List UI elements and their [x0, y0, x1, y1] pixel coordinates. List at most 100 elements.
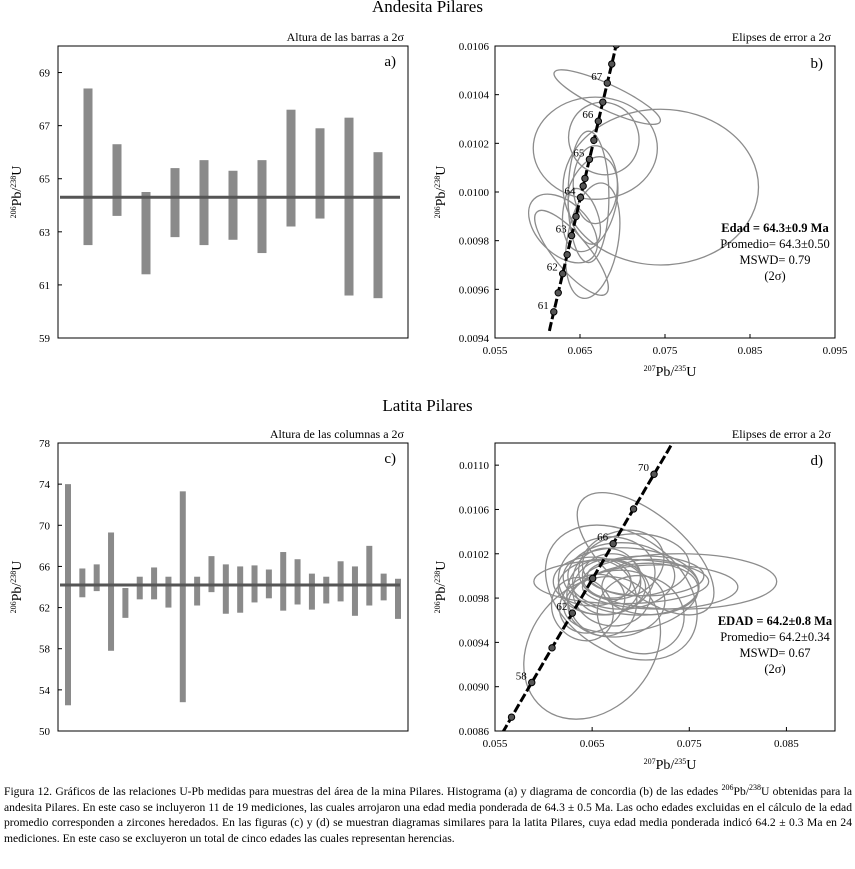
error-bar-a — [257, 160, 267, 254]
y-tick-label-d: 0.0102 — [459, 549, 489, 561]
y-tick-label-d: 0.0110 — [459, 460, 489, 472]
error-bar-c — [93, 564, 100, 592]
error-bar-c — [351, 566, 358, 616]
plot-frame-c — [57, 442, 409, 732]
y-tick-label-c: 58 — [39, 644, 51, 656]
y-axis-label-a-part: 238 — [9, 176, 18, 188]
y-tick-label-a: 59 — [39, 333, 51, 345]
age-label-b: 66 — [582, 109, 594, 121]
error-ellipse-d — [581, 553, 642, 599]
y-tick-label-c: 62 — [39, 603, 50, 615]
mswd-annotation-d: MSWD= 0.67 — [740, 646, 811, 660]
x-tick-label-b: 0.095 — [823, 345, 848, 357]
x-axis-label-b-part: Pb/ — [656, 365, 675, 380]
error-bar-a — [141, 192, 151, 275]
age-marker-b — [590, 136, 598, 144]
error-bar-c — [323, 576, 330, 604]
age-annotation-b: Edad = 64.3±0.9 Ma — [721, 221, 829, 235]
age-marker-b — [567, 231, 576, 240]
x-axis-label-d-part: U — [686, 758, 696, 773]
y-tick-label-b: 0.0102 — [459, 138, 489, 150]
age-marker-d — [548, 644, 556, 652]
error-ellipse-b — [527, 193, 599, 264]
age-marker-d — [528, 678, 536, 687]
caption-sup-2: 238 — [748, 783, 761, 793]
error-bar-a — [344, 117, 354, 296]
y-axis-label-a-part: U — [10, 166, 25, 176]
x-axis-label-b-part: 207 — [644, 364, 656, 373]
figure-caption: Figura 12. Gráficos de las relaciones U-… — [4, 784, 852, 846]
error-bar-c — [79, 568, 86, 598]
x-tick-label-b: 0.085 — [738, 345, 763, 357]
error-ellipse-d — [544, 524, 698, 661]
mean-annotation-b: Promedio= 64.3±0.50 — [720, 237, 829, 251]
error-bar-c — [151, 567, 158, 600]
sigma-annotation-b: (2σ) — [764, 269, 785, 283]
age-label-b: 61 — [538, 300, 549, 312]
age-marker-b — [554, 289, 562, 297]
y-tick-label-b: 0.0096 — [459, 284, 490, 296]
y-tick-label-a: 67 — [39, 121, 51, 133]
error-bar-a — [199, 160, 209, 246]
y-tick-label-c: 74 — [39, 479, 51, 491]
age-label-d: 58 — [516, 671, 528, 683]
x-axis-label-d-part: Pb/ — [656, 758, 675, 773]
y-tick-label-b: 0.0094 — [459, 333, 490, 345]
error-bar-c — [380, 573, 387, 601]
x-tick-label-b: 0.055 — [483, 345, 508, 357]
y-axis-label-d-part: 238 — [433, 571, 442, 583]
age-marker-b — [576, 193, 585, 202]
panel-label-c: c) — [384, 451, 396, 467]
error-ellipse-b — [562, 108, 760, 266]
plot-frame-a — [57, 45, 409, 339]
y-tick-label-a: 69 — [39, 68, 51, 80]
age-marker-d — [650, 470, 658, 478]
y-tick-label-a: 61 — [39, 280, 50, 292]
y-axis-label-d-part: Pb/ — [434, 583, 449, 602]
age-marker-b — [603, 79, 611, 87]
y-tick-label-d: 0.0098 — [459, 593, 490, 605]
x-axis-label-b-part: U — [686, 365, 696, 380]
y-tick-label-d: 0.0090 — [459, 682, 490, 694]
error-bar-c — [294, 559, 301, 605]
x-tick-label-b: 0.075 — [653, 345, 678, 357]
y-tick-label-b: 0.0104 — [459, 90, 490, 102]
age-marker-b — [612, 46, 620, 49]
panel-label-a: a) — [384, 54, 396, 70]
plot-area-b — [527, 46, 760, 332]
error-ellipse-b — [565, 182, 621, 299]
error-bar-a — [170, 168, 180, 238]
y-axis-label-b-part: 238 — [433, 176, 442, 188]
error-ellipse-d — [523, 576, 662, 720]
error-bar-c — [337, 561, 344, 602]
age-marker-b — [558, 270, 567, 278]
age-marker-d — [507, 713, 516, 721]
y-axis-label-b-part: U — [434, 166, 449, 176]
error-bar-c — [208, 556, 215, 593]
x-tick-label-d: 0.085 — [774, 738, 799, 750]
error-bar-c — [136, 576, 143, 600]
caption-part-3: U obtenidas para la andesita Pilares. En… — [4, 785, 853, 845]
age-marker-b — [599, 98, 607, 106]
y-tick-label-a: 63 — [39, 227, 51, 239]
y-tick-label-c: 66 — [39, 561, 51, 573]
y-axis-label-c-part: 206 — [9, 601, 18, 613]
section-title-top: Andesita Pilares — [372, 0, 483, 16]
age-marker-b — [550, 308, 558, 316]
error-bar-c — [122, 588, 129, 618]
error-ellipse-d — [558, 573, 626, 634]
y-axis-label-b-part: 206 — [433, 206, 442, 218]
plot-area-d — [501, 443, 778, 731]
age-marker-b — [585, 155, 594, 164]
error-bar-c — [366, 545, 373, 606]
error-bar-c — [395, 578, 401, 619]
y-tick-label-d: 0.0094 — [459, 637, 490, 649]
age-marker-b — [608, 60, 616, 68]
panel-title-a: Altura de las barras a 2σ — [287, 30, 405, 44]
x-axis-label-b: 207Pb/235U — [644, 364, 697, 380]
x-tick-label-d: 0.075 — [677, 738, 702, 750]
age-label-d: 66 — [597, 532, 609, 544]
x-axis-label-d-part: 235 — [674, 757, 686, 766]
x-axis-label-d-part: 207 — [644, 757, 656, 766]
age-marker-d — [629, 505, 638, 513]
